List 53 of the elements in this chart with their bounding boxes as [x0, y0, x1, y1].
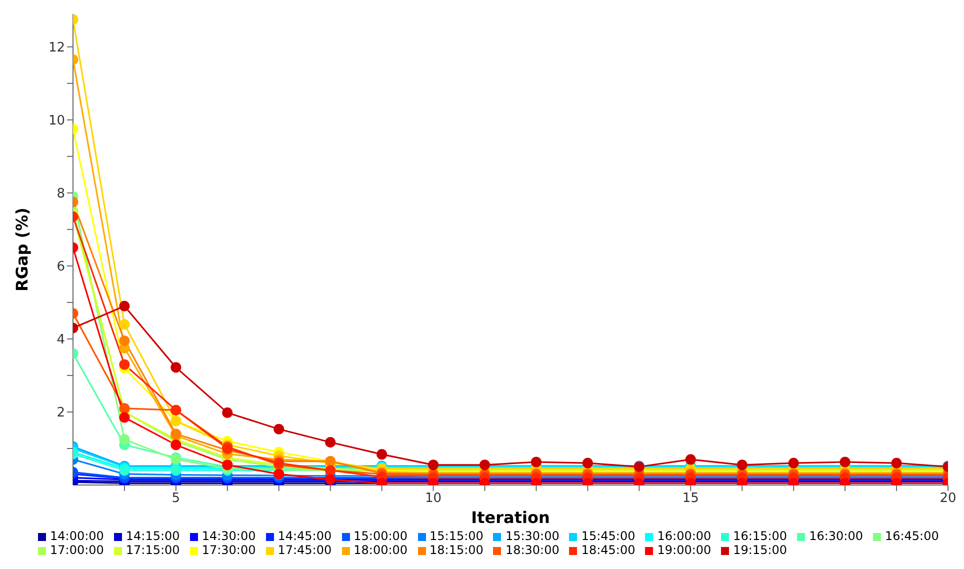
point: [119, 412, 130, 423]
point: [788, 458, 799, 468]
x-axis-title: Iteration: [471, 508, 550, 527]
point: [119, 403, 130, 414]
point: [170, 362, 182, 373]
legend-label: 15:00:00: [354, 529, 408, 543]
legend-label: 14:45:00: [278, 529, 332, 543]
y-axis-title: RGap (%): [12, 208, 32, 292]
legend-label: 18:00:00: [354, 543, 408, 557]
point: [376, 449, 388, 460]
point: [530, 456, 542, 468]
legend-label: 17:00:00: [50, 543, 104, 557]
x-tick-label: 20: [940, 491, 956, 506]
point: [891, 458, 902, 468]
y-tick-label: 10: [48, 114, 65, 128]
point: [840, 456, 850, 468]
legend-label: 14:15:00: [126, 529, 180, 543]
x-tick-label: 5: [172, 491, 180, 506]
legend-label: 18:15:00: [430, 543, 484, 557]
x-tick-label: 10: [425, 491, 442, 506]
legend-label: 15:15:00: [430, 529, 484, 543]
legend-label: 16:15:00: [733, 529, 788, 543]
point: [170, 440, 182, 450]
legend-label: 19:15:00: [733, 543, 788, 557]
legend-label: 14:30:00: [202, 529, 256, 543]
y-tick-label: 8: [56, 186, 65, 202]
y-tick-label: 6: [56, 260, 65, 275]
point: [325, 436, 336, 448]
legend-label: 14:00:00: [50, 529, 104, 543]
legend-label: 19:00:00: [657, 543, 712, 557]
point: [222, 407, 233, 418]
point: [582, 458, 594, 468]
point: [685, 454, 696, 465]
y-tick-label: 12: [48, 40, 65, 56]
point: [119, 434, 130, 445]
legend-label: 17:45:00: [278, 543, 332, 557]
point: [274, 424, 284, 434]
legend-label: 15:45:00: [581, 529, 636, 543]
point: [119, 300, 130, 312]
y-tick-label: 2: [56, 406, 65, 421]
point: [119, 335, 130, 346]
x-tick-label: 15: [682, 491, 699, 506]
legend-label: 17:15:00: [126, 543, 180, 557]
y-tick-label: 4: [56, 332, 65, 348]
legend-label: 16:45:00: [884, 529, 939, 543]
legend-label: 18:30:00: [505, 543, 560, 557]
legend-label: 16:30:00: [809, 529, 863, 543]
point: [119, 319, 130, 330]
legend-label: 15:30:00: [505, 529, 560, 543]
legend-label: 17:30:00: [202, 543, 256, 557]
legend-label: 16:00:00: [657, 529, 712, 543]
point: [119, 359, 130, 370]
legend-label: 18:45:00: [581, 543, 636, 557]
